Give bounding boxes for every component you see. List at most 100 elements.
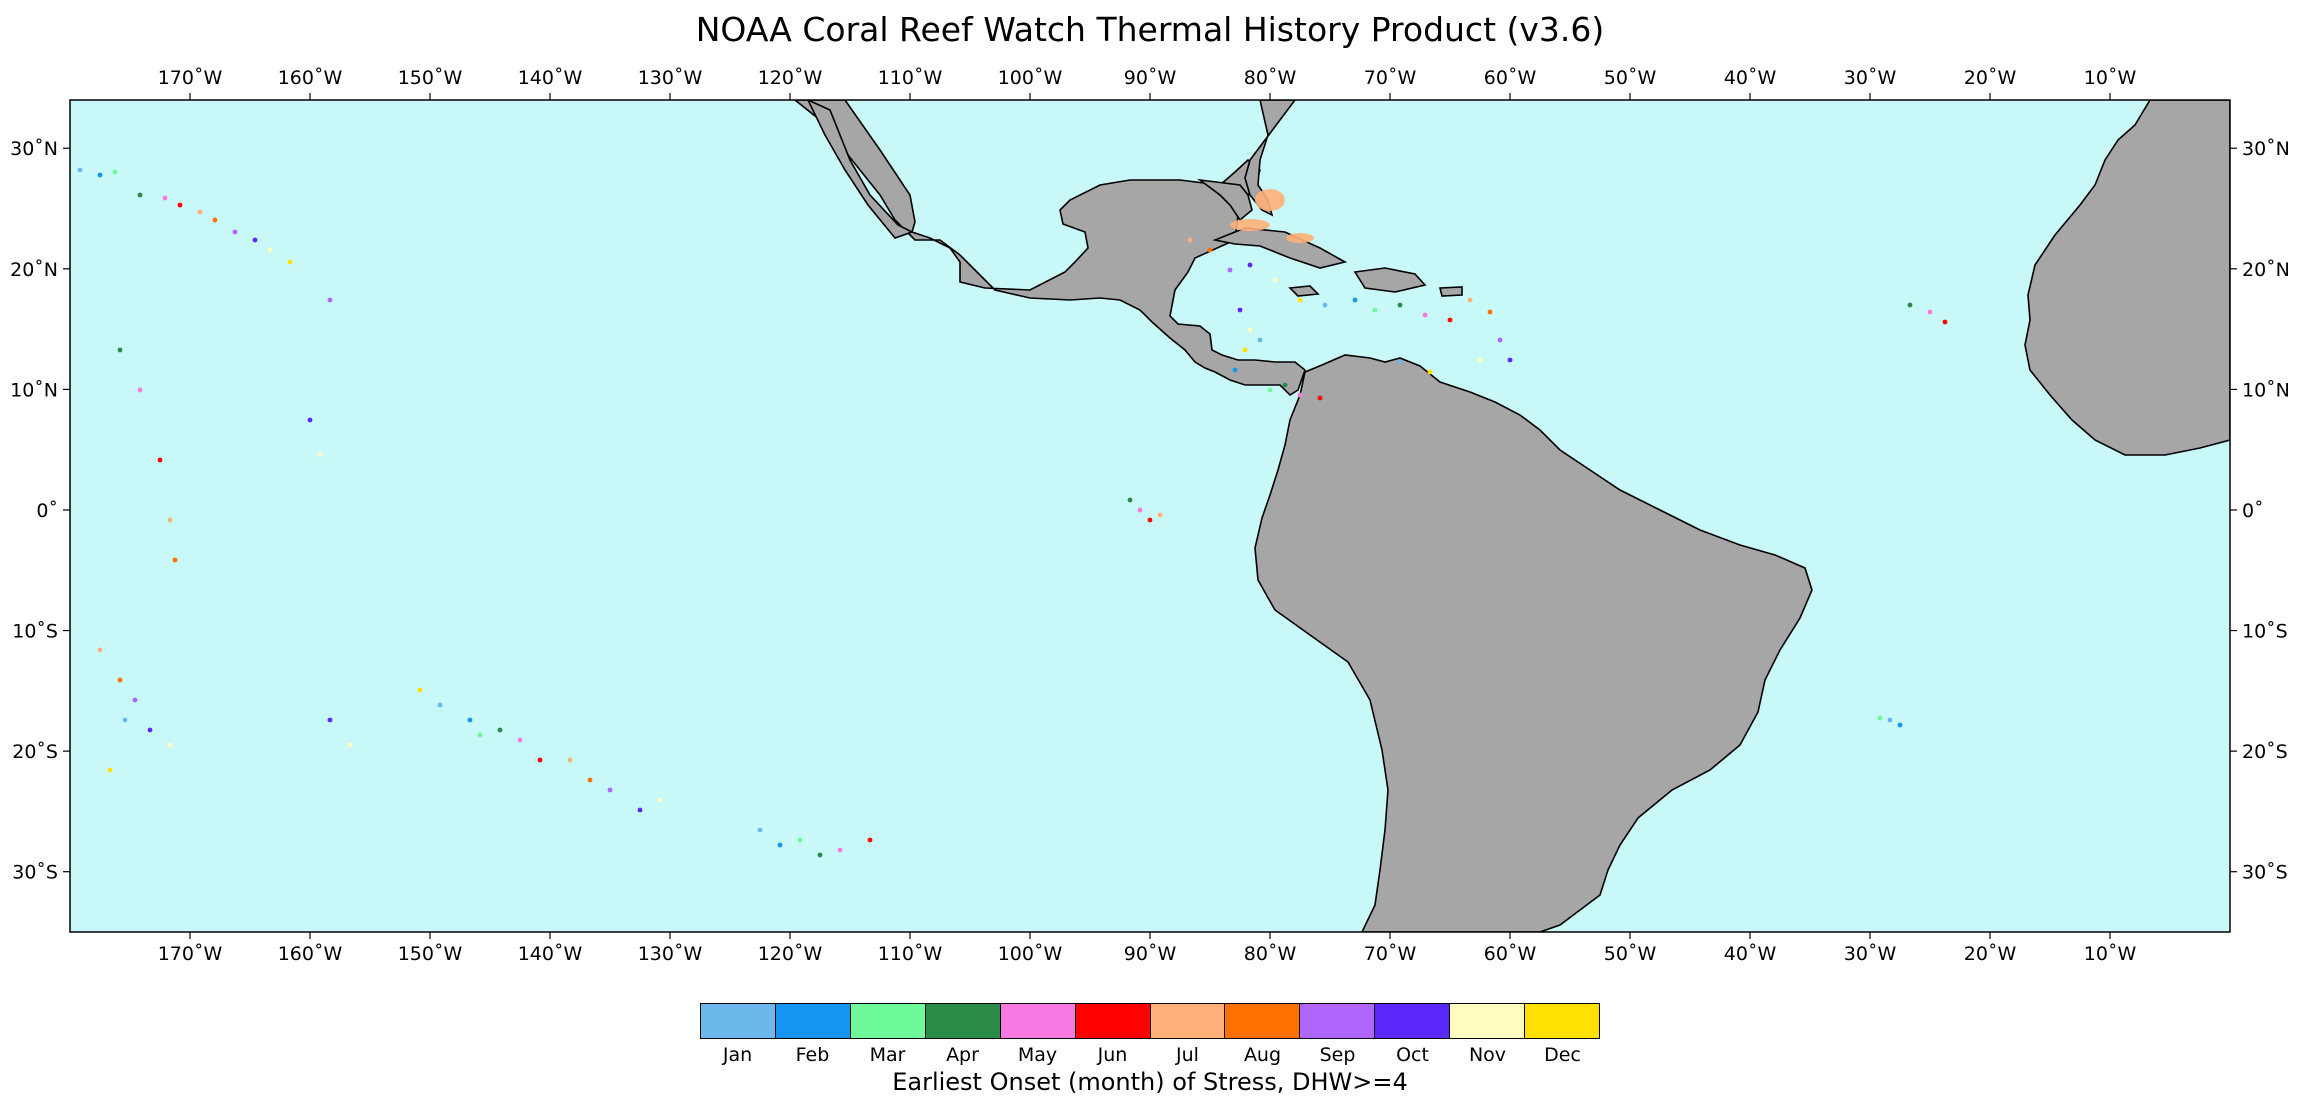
reef-stress-dot (1447, 317, 1453, 323)
reef-stress-dot (1487, 309, 1493, 315)
reef-stress-dot (537, 757, 543, 763)
latitude-ticks-right: 30˚N 20˚N 10˚N 0˚ 10˚S 20˚S 30˚S (2230, 138, 2290, 884)
reef-stress-dot (197, 209, 203, 215)
latitude-tick-label: 10˚S (12, 621, 58, 643)
reef-stress-dot (1137, 507, 1143, 513)
florida (1197, 178, 1253, 222)
reef-stress-dot (1422, 312, 1428, 318)
reef-stress-dot (97, 172, 103, 178)
latitude-tick-label: 0˚ (36, 500, 58, 522)
longitude-tick-label: 150˚W (398, 943, 463, 965)
colorbar-swatch-jun (1075, 1004, 1151, 1038)
reef-stress-dot (1372, 307, 1378, 313)
reef-stress-dot (1282, 382, 1288, 388)
colorbar-swatch-dec (1525, 1004, 1600, 1038)
colorbar-label-aug: Aug (1243, 1044, 1282, 1066)
reef-stress-dot (327, 717, 333, 723)
reef-stress-dot (1317, 395, 1323, 401)
reef-stress-dot (567, 757, 573, 763)
longitude-tick-label: 70˚W (1364, 67, 1417, 89)
longitude-tick-label: 10˚W (2084, 67, 2137, 89)
reef-stress-dot (1467, 297, 1473, 303)
reef-stress-dot (1187, 237, 1193, 243)
longitude-tick-label: 100˚W (998, 943, 1063, 965)
longitude-tick-label: 130˚W (638, 943, 703, 965)
longitude-tick-label: 60˚W (1484, 943, 1537, 965)
colorbar-swatch-apr (925, 1004, 1001, 1038)
florida-peninsula (1244, 100, 1296, 217)
reef-stress-dot (1927, 309, 1933, 315)
colorbar-swatch-may (1000, 1004, 1076, 1038)
latitude-tick-label: 10˚N (2242, 379, 2290, 401)
longitude-tick-label: 90˚W (1124, 67, 1177, 89)
reef-stress-dot (117, 347, 123, 353)
longitude-tick-label: 20˚W (1964, 67, 2017, 89)
longitude-tick-label: 80˚W (1244, 943, 1297, 965)
reef-stress-dot (1247, 327, 1253, 333)
latitude-tick-label: 30˚S (2242, 862, 2288, 884)
latitude-tick-label: 20˚N (2242, 259, 2290, 281)
longitude-tick-label: 120˚W (758, 67, 823, 89)
longitude-tick-label: 70˚W (1364, 943, 1417, 965)
latitude-tick-label: 30˚S (12, 862, 58, 884)
reef-stress-dot (157, 457, 163, 463)
longitude-tick-label: 50˚W (1604, 943, 1657, 965)
colorbar-label-jun: Jun (1097, 1044, 1128, 1066)
reef-stress-dot (167, 517, 173, 523)
reef-stress-dot (467, 717, 473, 723)
reef-stress-dot (122, 717, 128, 723)
latitude-tick-label: 20˚S (12, 741, 58, 763)
longitude-tick-label: 30˚W (1844, 67, 1897, 89)
reef-stress-dot (1267, 387, 1273, 393)
longitude-tick-label: 170˚W (158, 67, 223, 89)
longitude-tick-label: 150˚W (398, 67, 463, 89)
reef-stress-dot (1427, 369, 1433, 375)
reef-stress-dot (637, 807, 643, 813)
reef-stress-dot (1157, 512, 1163, 518)
colorbar-title: Earliest Onset (month) of Stress, DHW>=4 (892, 1068, 1408, 1096)
longitude-tick-label: 40˚W (1724, 67, 1777, 89)
longitude-ticks-bottom: 170˚W 160˚W 150˚W 140˚W 130˚W 120˚W 110˚W 100˚W… (158, 932, 2137, 965)
reef-stress-dot (212, 217, 218, 223)
longitude-tick-label: 160˚W (278, 67, 343, 89)
colorbar-label-apr: Apr (946, 1044, 979, 1066)
reef-stress-dot (1242, 347, 1248, 353)
reef-stress-dot (1907, 302, 1913, 308)
colorbar-label-jan: Jan (722, 1044, 753, 1066)
longitude-tick-label: 30˚W (1844, 943, 1897, 965)
reef-stress-dots (77, 167, 1948, 858)
longitude-tick-label: 10˚W (2084, 943, 2137, 965)
reef-stress-dot (1507, 357, 1513, 363)
reef-stress-dot (1942, 319, 1948, 325)
reef-stress-dot (172, 557, 178, 563)
longitude-tick-label: 120˚W (758, 943, 823, 965)
latitude-tick-label: 20˚S (2242, 741, 2288, 763)
longitude-tick-label: 110˚W (878, 67, 943, 89)
colorbar-label-may: May (1017, 1044, 1058, 1066)
longitude-tick-label: 170˚W (158, 943, 223, 965)
reef-stress-dot (117, 677, 123, 683)
colorbar-label-nov: Nov (1468, 1044, 1507, 1066)
reef-stress-dot (137, 387, 143, 393)
reef-stress-dot (347, 742, 353, 748)
jamaica (1288, 285, 1320, 297)
reef-stress-patch (1255, 189, 1285, 211)
longitude-tick-label: 40˚W (1724, 943, 1777, 965)
latitude-tick-label: 10˚N (10, 379, 58, 401)
map-title: NOAA Coral Reef Watch Thermal History Pr… (695, 10, 1605, 49)
colorbar-swatch-jan (701, 1004, 776, 1038)
reef-stress-dot (1232, 367, 1238, 373)
reef-stress-dot (817, 852, 823, 858)
reef-stress-dot (1477, 357, 1483, 363)
reef-stress-dot (1147, 517, 1153, 523)
reef-stress-dot (607, 787, 613, 793)
longitude-ticks-top: 170˚W 160˚W 150˚W 140˚W 130˚W 120˚W 110˚W 100˚W… (158, 67, 2137, 100)
reef-stress-patch (1230, 219, 1270, 231)
reef-stress-dot (1237, 307, 1243, 313)
reef-stress-dot (1127, 497, 1133, 503)
colorbar-swatch-feb (775, 1004, 851, 1038)
reef-stress-patch (1286, 233, 1314, 243)
latitude-tick-label: 30˚N (10, 138, 58, 160)
colorbar-swatch-mar (850, 1004, 926, 1038)
reef-stress-dot (1272, 277, 1278, 283)
